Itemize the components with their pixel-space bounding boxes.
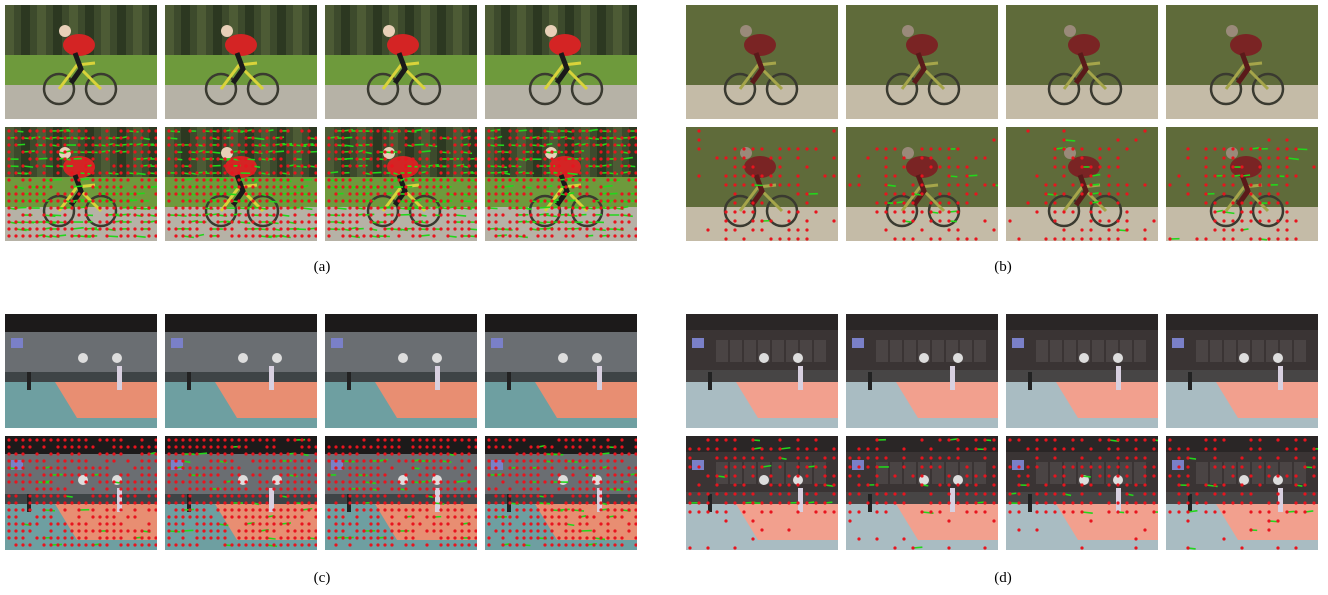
panel-a-image-2-3 [325, 127, 477, 241]
panel-b-overlay-2 [846, 127, 998, 241]
panel-c-image-2-1 [5, 436, 157, 550]
panel-b-frame-2 [846, 5, 998, 119]
panel-b-image-1-2 [846, 5, 998, 119]
panel-a-image-1-2 [165, 5, 317, 119]
panel-d-overlay-4 [1166, 436, 1318, 550]
panel-d-image-2-2 [846, 436, 998, 550]
panel-b-frame-1 [686, 5, 838, 119]
panel-b-image-2-2 [846, 127, 998, 241]
panel-c-overlay-2 [165, 436, 317, 550]
caption-b: (b) [994, 259, 1012, 275]
panel-c-overlay-1 [5, 436, 157, 550]
panel-d-frame-3 [1006, 314, 1158, 428]
panel-d-image-1-1 [686, 314, 838, 428]
panel-d-overlay-2 [846, 436, 998, 550]
panel-b-overlay-4 [1166, 127, 1318, 241]
panel-a-image-2-2 [165, 127, 317, 241]
panel-a-image-1-4 [485, 5, 637, 119]
panel-b-frame-3 [1006, 5, 1158, 119]
panel-d-frame-4 [1166, 314, 1318, 428]
panel-c-image-1-3 [325, 314, 477, 428]
panel-d-image-1-3 [1006, 314, 1158, 428]
panel-c-frame-1 [5, 314, 157, 428]
panel-a-overlay-2 [165, 127, 317, 241]
panel-b-frame-4 [1166, 5, 1318, 119]
panel-d-image-2-1 [686, 436, 838, 550]
panel-a-frame-3 [325, 5, 477, 119]
panel-a-overlay-1 [5, 127, 157, 241]
panel-d-image-1-2 [846, 314, 998, 428]
panel-a-overlay-4 [485, 127, 637, 241]
caption-a: (a) [313, 259, 331, 275]
panel-a-image-1-1 [5, 5, 157, 119]
caption-d: (d) [994, 570, 1012, 586]
panel-c-frame-3 [325, 314, 477, 428]
panel-d-frame-1 [686, 314, 838, 428]
panel-b-image-1-3 [1006, 5, 1158, 119]
panel-c-overlay-4 [485, 436, 637, 550]
panel-d-image-2-3 [1006, 436, 1158, 550]
panel-c-image-2-4 [485, 436, 637, 550]
panel-c-image-1-2 [165, 314, 317, 428]
panel-d-image-1-4 [1166, 314, 1318, 428]
panel-a-frame-2 [165, 5, 317, 119]
panel-c-frame-4 [485, 314, 637, 428]
caption-c: (c) [313, 570, 331, 586]
panel-a-frame-4 [485, 5, 637, 119]
panel-c-image-1-1 [5, 314, 157, 428]
panel-d-image-2-4 [1166, 436, 1318, 550]
panel-c-image-2-3 [325, 436, 477, 550]
panel-b-image-1-4 [1166, 5, 1318, 119]
panel-b-overlay-1 [686, 127, 838, 241]
panel-c-frame-2 [165, 314, 317, 428]
panel-b-image-2-1 [686, 127, 838, 241]
panel-d-overlay-1 [686, 436, 838, 550]
panel-c-overlay-3 [325, 436, 477, 550]
panel-b-image-2-3 [1006, 127, 1158, 241]
panel-c-image-2-2 [165, 436, 317, 550]
panel-a-image-2-1 [5, 127, 157, 241]
panel-c-image-1-4 [485, 314, 637, 428]
panel-a-image-1-3 [325, 5, 477, 119]
panel-b-overlay-3 [1006, 127, 1158, 241]
panel-a-image-2-4 [485, 127, 637, 241]
panel-b-image-2-4 [1166, 127, 1318, 241]
panel-d-frame-2 [846, 314, 998, 428]
panel-a-frame-1 [5, 5, 157, 119]
panel-d-overlay-3 [1006, 436, 1158, 550]
panel-b-image-1-1 [686, 5, 838, 119]
panel-a-overlay-3 [325, 127, 477, 241]
